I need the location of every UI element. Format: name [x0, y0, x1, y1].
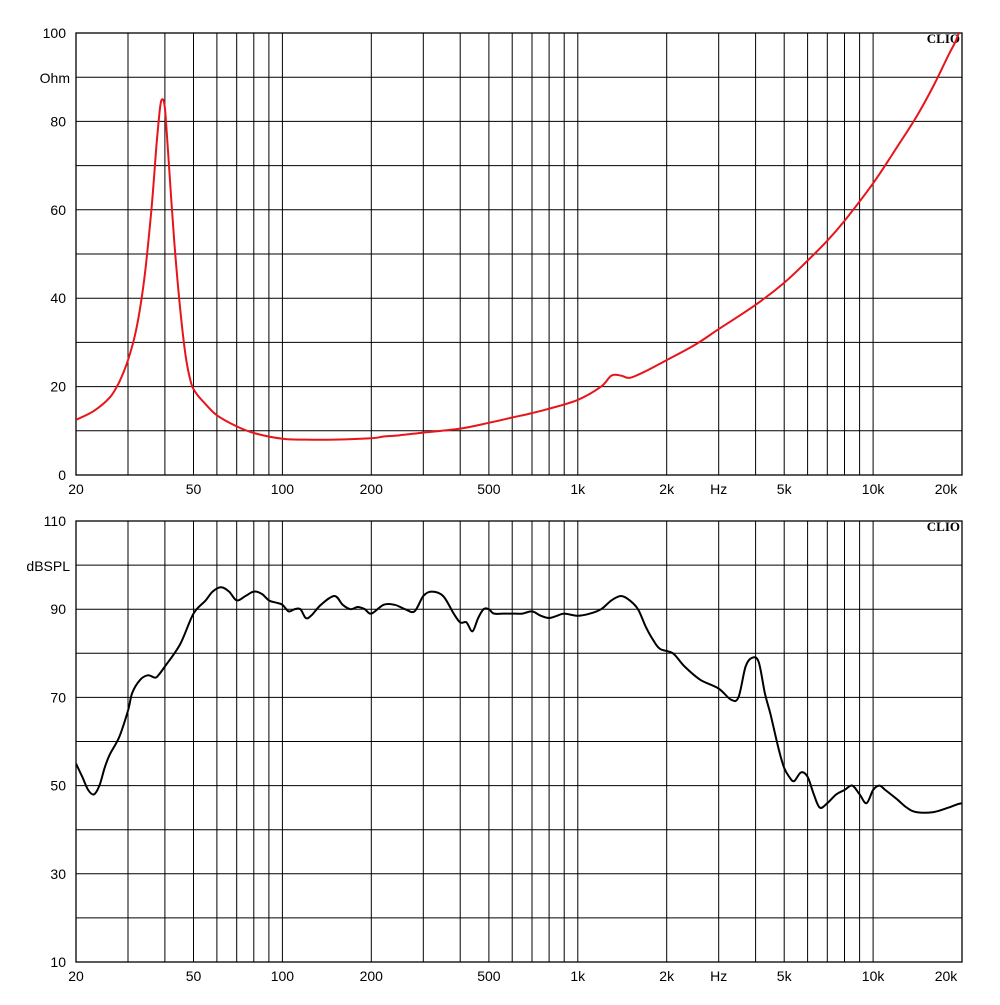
y-tick-label: 10	[50, 954, 66, 970]
y-tick-label: 20	[50, 379, 66, 395]
x-tick-label: 20k	[935, 968, 959, 984]
y-tick-label: 70	[50, 689, 66, 705]
series-line	[76, 33, 960, 441]
plot-frame	[75, 520, 963, 963]
y-tick-label: 50	[50, 778, 66, 794]
x-tick-label: 500	[477, 968, 501, 984]
grid-lines	[76, 521, 962, 962]
x-tick-label: 50	[186, 968, 202, 984]
x-tick-label: 2k	[659, 968, 675, 984]
y-tick-label: 110	[44, 513, 67, 529]
y-tick-label: 100	[43, 25, 67, 41]
x-tick-label: 20k	[935, 481, 959, 497]
x-tick-label: 200	[360, 481, 384, 497]
x-tick-label: 1k	[570, 968, 586, 984]
y-tick-label: 60	[50, 202, 66, 218]
y-tick-label: 90	[50, 601, 66, 617]
x-tick-label: 5k	[777, 968, 793, 984]
y-tick-label: 0	[58, 467, 66, 483]
x-tick-label: 5k	[777, 481, 793, 497]
x-tick-label: 200	[360, 968, 384, 984]
x-unit-label: Hz	[710, 481, 727, 497]
y-axis-label: Ohm	[40, 70, 70, 86]
x-tick-label: 100	[271, 968, 295, 984]
spl-chart: 10 30 50 70 90 110 dBSPL 20 50 100 200 500 1k 2k 5k 10k…	[26, 513, 963, 984]
x-tick-label: 100	[271, 481, 295, 497]
x-unit-label: Hz	[710, 968, 727, 984]
plot-frame	[75, 32, 963, 476]
brand-label: CLIO	[927, 519, 960, 534]
y-axis-label: dBSPL	[26, 558, 70, 574]
x-tick-label: 500	[477, 481, 501, 497]
brand-label: CLIO	[927, 31, 960, 46]
y-tick-label: 80	[50, 113, 66, 129]
y-tick-label: 30	[50, 866, 66, 882]
x-tick-label: 10k	[862, 968, 886, 984]
x-tick-label: 1k	[570, 481, 586, 497]
y-tick-label: 40	[50, 290, 66, 306]
x-tick-label: 50	[186, 481, 202, 497]
x-tick-label: 10k	[862, 481, 886, 497]
grid-lines	[76, 33, 962, 475]
series-line	[76, 586, 962, 814]
x-tick-label: 2k	[659, 481, 675, 497]
x-tick-label: 20	[68, 968, 84, 984]
x-tick-label: 20	[68, 481, 84, 497]
